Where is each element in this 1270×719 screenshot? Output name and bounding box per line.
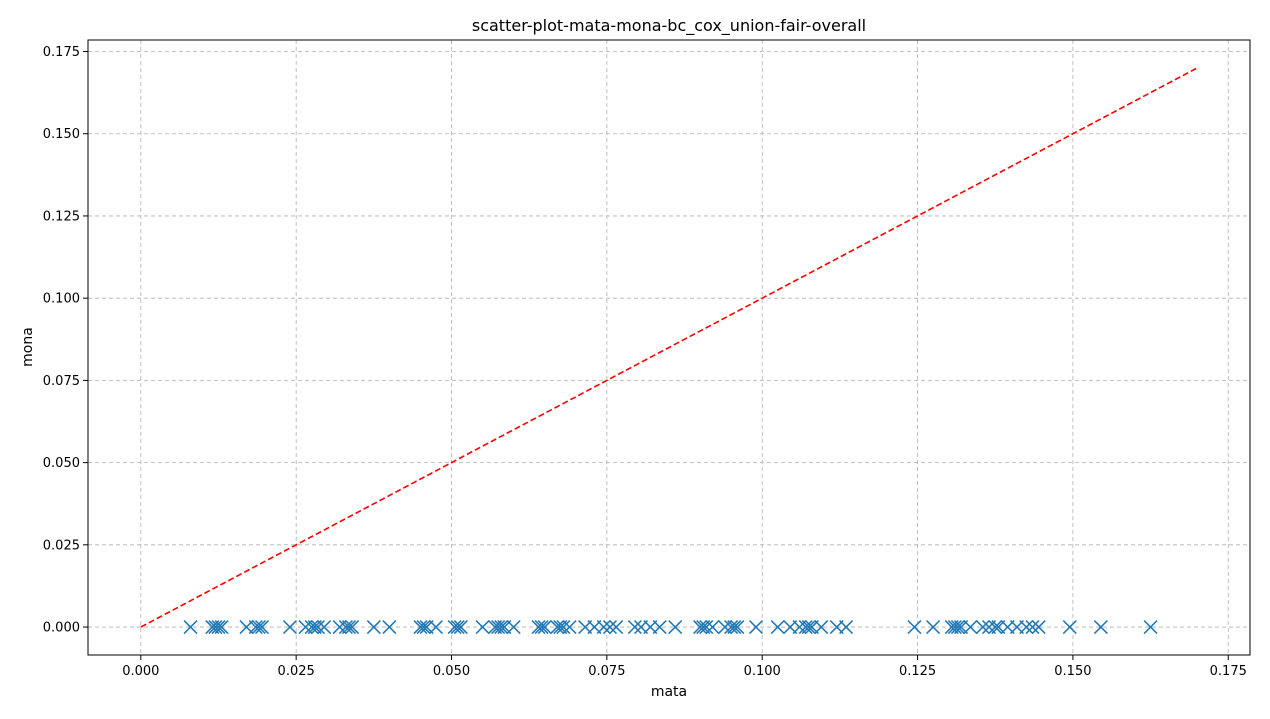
data-point [341, 620, 357, 635]
y-tick-label: 0.175 [43, 45, 80, 60]
data-point [770, 620, 785, 635]
x-tick-label: 0.025 [278, 664, 315, 679]
data-point [317, 620, 332, 635]
y-axis-ticks: 0.000 0.025 0.050 0.075 0.100 0.125 0.150 0.175 [43, 45, 88, 636]
data-point [907, 620, 922, 635]
data-point [801, 620, 816, 635]
data-point [727, 620, 742, 635]
data-point [254, 620, 270, 635]
data-point [531, 620, 546, 635]
data-point [537, 620, 552, 635]
data-point [724, 620, 739, 635]
data-point [627, 620, 642, 635]
data-point [183, 620, 198, 635]
data-point [416, 620, 431, 635]
data-point [988, 620, 1003, 635]
data-point [428, 620, 444, 635]
data-point [450, 620, 465, 635]
data-point [345, 620, 360, 635]
y-tick-label: 0.100 [43, 292, 80, 307]
data-point [1062, 620, 1077, 635]
x-tick-label: 0.075 [588, 664, 625, 679]
data-point [668, 620, 683, 635]
data-point [338, 620, 353, 635]
y-tick-label: 0.025 [43, 538, 80, 553]
data-point [382, 620, 397, 635]
data-point [251, 620, 266, 635]
x-tick-label: 0.150 [1054, 664, 1091, 679]
data-point [366, 620, 381, 635]
x-axis-ticks: 0.000 0.025 0.050 0.075 0.100 0.125 0.150 0.175 [122, 655, 1247, 679]
data-point [975, 620, 990, 635]
data-point [413, 620, 428, 635]
data-point [310, 620, 325, 635]
data-point [798, 620, 813, 635]
y-tick-label: 0.050 [43, 456, 80, 471]
data-point [453, 620, 468, 635]
data-point [494, 620, 509, 635]
data-point [304, 620, 319, 635]
data-point [282, 620, 297, 635]
data-point [730, 620, 745, 635]
data-point [211, 620, 226, 635]
data-point [950, 620, 965, 635]
data-point [748, 620, 764, 635]
data-point [1019, 620, 1034, 635]
y-axis-label: mona [20, 327, 36, 367]
data-point [506, 620, 521, 635]
data-point [652, 620, 667, 635]
data-point [602, 620, 617, 635]
x-tick-label: 0.050 [433, 664, 470, 679]
data-point [556, 620, 571, 635]
x-tick-label: 0.000 [122, 664, 159, 679]
data-point [699, 620, 714, 635]
data-point [609, 620, 624, 635]
x-tick-label: 0.125 [899, 664, 936, 679]
data-point [1093, 620, 1108, 635]
reference-line [140, 67, 1198, 628]
reference-line-layer [140, 67, 1198, 628]
scatter-points [183, 620, 1158, 635]
y-tick-label: 0.150 [43, 127, 80, 142]
data-point [705, 620, 720, 635]
data-point [839, 620, 854, 635]
x-axis-label: mata [651, 684, 687, 700]
data-point [550, 620, 565, 635]
data-point [1031, 620, 1046, 635]
data-point [1025, 620, 1040, 635]
x-tick-label: 0.100 [744, 664, 781, 679]
data-point [947, 620, 962, 635]
chart-title: scatter-plot-mata-mona-bc_cox_union-fair… [472, 16, 866, 36]
data-point [475, 620, 490, 635]
data-point [596, 620, 611, 635]
data-point [208, 620, 223, 635]
data-point [214, 620, 229, 635]
y-tick-label: 0.000 [43, 621, 80, 636]
x-tick-label: 0.175 [1210, 664, 1247, 679]
data-point [248, 620, 263, 635]
data-point [562, 620, 577, 635]
data-point [963, 620, 978, 635]
plot-area-frame [87, 39, 1251, 656]
data-point [926, 620, 941, 635]
data-point [693, 620, 708, 635]
data-point [447, 620, 462, 635]
grid [88, 40, 1250, 655]
y-tick-label: 0.125 [43, 209, 80, 224]
data-point [491, 620, 506, 635]
data-point [534, 620, 549, 635]
data-point [814, 620, 829, 635]
data-point [1143, 620, 1158, 635]
y-tick-label: 0.075 [43, 374, 80, 389]
